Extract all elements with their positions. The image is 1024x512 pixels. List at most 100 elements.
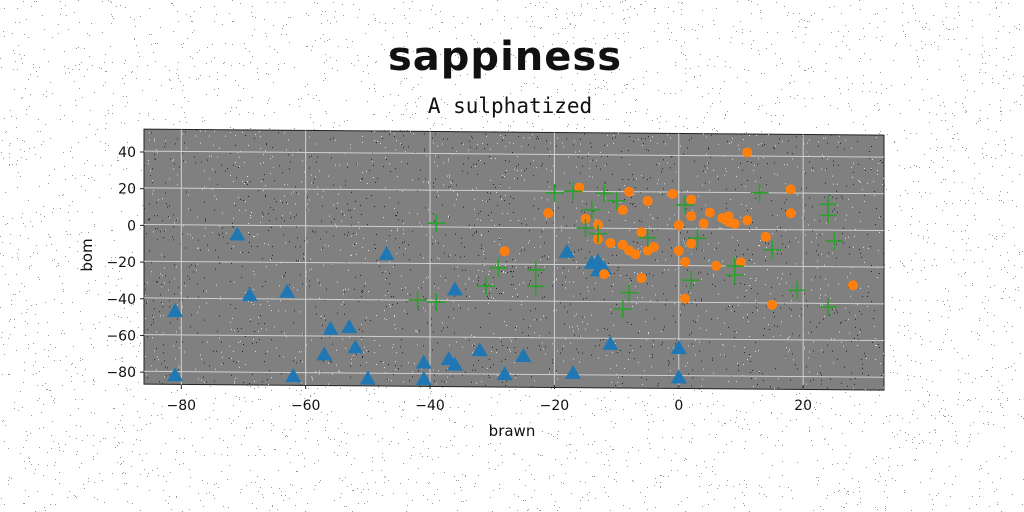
y-tick-label: 20 (118, 182, 136, 198)
plus-point (526, 260, 545, 279)
circle-point (636, 227, 647, 238)
plus-point (676, 196, 695, 215)
circle-point (686, 238, 697, 249)
x-tick-label: −60 (291, 398, 321, 414)
x-axis-label: brawn (489, 422, 536, 440)
triangle-point (167, 367, 184, 382)
triangle-point (583, 254, 600, 270)
plus-point (576, 219, 595, 238)
circle-point (760, 231, 771, 242)
circle-point (686, 211, 697, 222)
triangle-point (446, 281, 463, 296)
plus-point (613, 300, 632, 319)
y-axis-label: bom (78, 238, 96, 271)
circle-point (847, 280, 858, 291)
plot-background (143, 128, 885, 391)
plus-point (825, 232, 844, 251)
plus-point (819, 206, 838, 225)
y-tick-label: 40 (118, 145, 136, 161)
plus-point (408, 291, 427, 310)
chart-subtitle: A sulphatized (427, 94, 593, 118)
circle-point (742, 215, 753, 226)
circle-point (729, 218, 740, 229)
plus-point (682, 271, 701, 290)
circle-point (723, 211, 734, 222)
circle-point (735, 257, 746, 268)
circle-point (673, 220, 684, 231)
circle-point (605, 237, 616, 248)
plus-point (545, 183, 564, 202)
plus-point (582, 200, 601, 219)
circle-point (636, 273, 647, 284)
circle-point (785, 208, 796, 219)
y-grid-line (144, 334, 884, 342)
plot-area (143, 128, 885, 391)
circle-point (704, 207, 715, 218)
triangle-point (378, 246, 395, 261)
circle-point (711, 260, 722, 271)
plus-point (489, 258, 508, 277)
circle-point (543, 208, 554, 219)
triangle-point (670, 369, 687, 384)
circle-point (624, 186, 635, 197)
data-points (167, 147, 858, 386)
triangle-point (496, 366, 513, 381)
plus-point (427, 293, 446, 312)
plus-point (477, 276, 496, 295)
triangle-point (347, 339, 364, 354)
circle-point (592, 219, 603, 230)
circle-point (617, 205, 628, 216)
triangle-point (446, 356, 463, 371)
triangle-point (602, 335, 619, 350)
y-tick-label: −80 (106, 365, 136, 381)
plus-point (427, 214, 446, 233)
triangle-point (359, 370, 376, 385)
circle-point (673, 245, 684, 256)
x-tick-label: 0 (674, 398, 683, 414)
triangle-point (670, 340, 687, 355)
x-tick-label: −80 (167, 398, 197, 414)
plus-point (607, 191, 626, 210)
plus-point (819, 298, 838, 317)
plus-point (620, 283, 639, 302)
circle-point (742, 147, 753, 158)
y-tick-label: −60 (106, 328, 136, 344)
y-grid-line (144, 224, 884, 231)
plus-point (638, 228, 657, 247)
chart-title: sappiness (388, 34, 622, 80)
triangle-point (515, 347, 532, 363)
plus-point (588, 224, 607, 243)
triangle-point (167, 303, 184, 318)
y-tick-label: −20 (106, 255, 136, 271)
plus-point (688, 229, 707, 248)
y-grid-line (144, 370, 884, 378)
triangle-point (285, 368, 302, 383)
triangle-point (471, 342, 488, 357)
y-grid-line (144, 260, 884, 268)
x-tick-label: −20 (540, 398, 570, 414)
circle-point (642, 196, 653, 207)
circle-point (574, 182, 585, 193)
triangle-point (229, 226, 246, 241)
x-axis-ticks: −80 −60 −40 −20 0 20 (167, 385, 812, 414)
triangle-point (415, 354, 432, 369)
circle-point (686, 194, 697, 205)
triangle-point (341, 319, 358, 334)
circle-point (667, 188, 678, 199)
circle-point (767, 299, 778, 310)
plus-point (725, 266, 744, 285)
triangle-point (279, 283, 296, 298)
circle-point (680, 293, 691, 304)
plus-point (564, 182, 583, 201)
circle-point (785, 184, 796, 195)
circle-point (580, 213, 591, 224)
circle-point (499, 246, 510, 257)
plus-point (763, 240, 782, 259)
triangle-point (558, 243, 575, 258)
triangle-point (322, 320, 339, 335)
circle-point (698, 218, 709, 229)
y-axis-ticks: 40 20 0 −20 −40 −60 −80 (106, 145, 144, 381)
plus-point (595, 184, 614, 203)
circle-point (630, 249, 641, 260)
y-tick-label: 0 (127, 218, 136, 234)
